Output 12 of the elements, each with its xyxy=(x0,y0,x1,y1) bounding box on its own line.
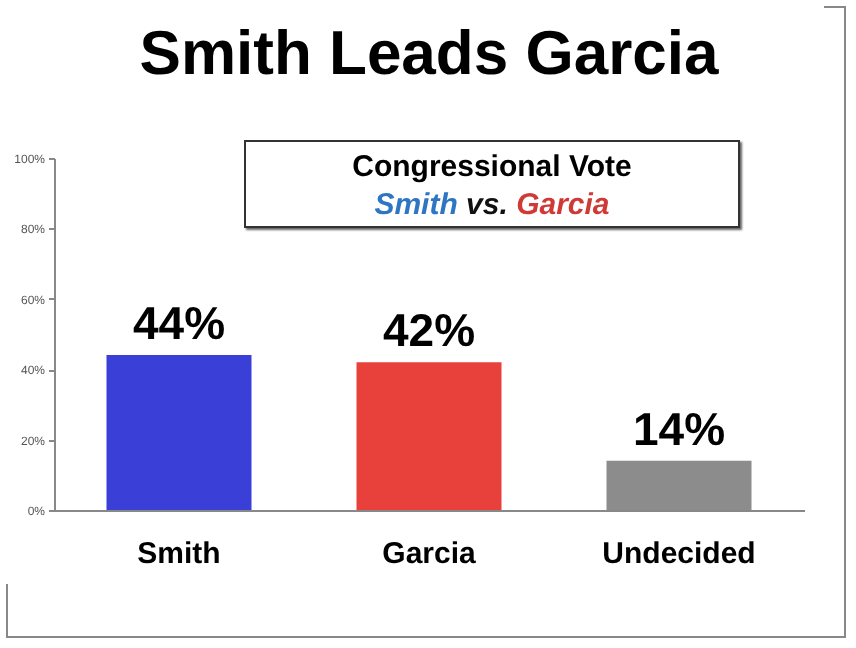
x-tick-label: Undecided xyxy=(602,537,756,571)
data-label: 14% xyxy=(632,402,726,455)
data-label: 44% xyxy=(132,297,226,350)
bar xyxy=(106,355,252,510)
text-box: Congressional Vote Smith vs. Garcia xyxy=(244,140,740,228)
x-tick-label: Smith xyxy=(137,537,221,571)
annotation: Smith vs. Garcia xyxy=(374,188,610,222)
chart-title: Smith Leads Garcia xyxy=(139,18,720,88)
bar xyxy=(356,362,502,510)
data-label: 42% xyxy=(382,304,476,357)
chart-subtitle: Congressional Vote xyxy=(350,148,634,186)
x-tick-label: Garcia xyxy=(382,537,478,571)
